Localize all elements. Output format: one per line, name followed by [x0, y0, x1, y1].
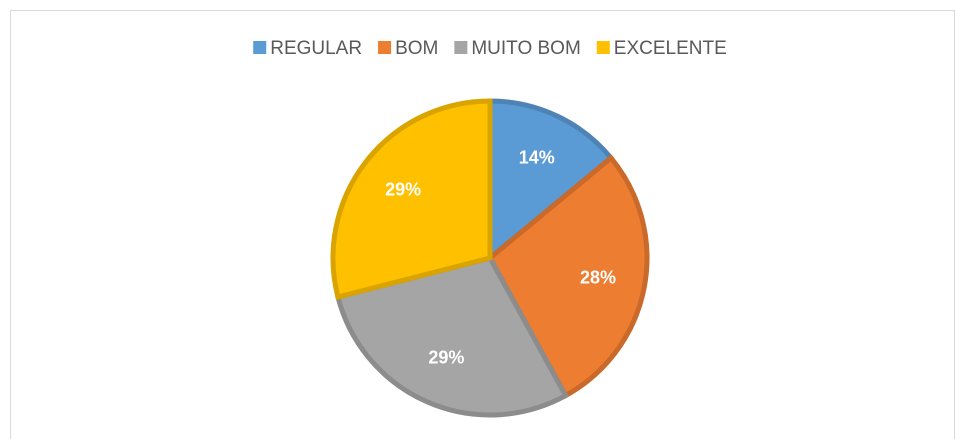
legend: REGULAR BOM MUITO BOM EXCELENTE — [253, 38, 727, 59]
data-label: 14% — [519, 147, 555, 167]
pie-slice — [487, 98, 615, 264]
legend-label: MUITO BOM — [471, 38, 580, 59]
pie-slice — [330, 98, 493, 301]
pie-slice — [334, 255, 570, 418]
legend-swatch — [253, 41, 267, 54]
legend-swatch — [378, 41, 392, 54]
legend-label: BOM — [395, 38, 438, 59]
legend-label: REGULAR — [270, 38, 362, 59]
legend-swatch — [454, 41, 468, 54]
data-label: 28% — [580, 267, 616, 287]
legend-label: EXCELENTE — [614, 38, 727, 59]
legend-swatch — [596, 41, 610, 54]
data-label: 29% — [428, 348, 464, 368]
data-label: 29% — [385, 179, 421, 199]
pie-slice — [486, 154, 650, 399]
